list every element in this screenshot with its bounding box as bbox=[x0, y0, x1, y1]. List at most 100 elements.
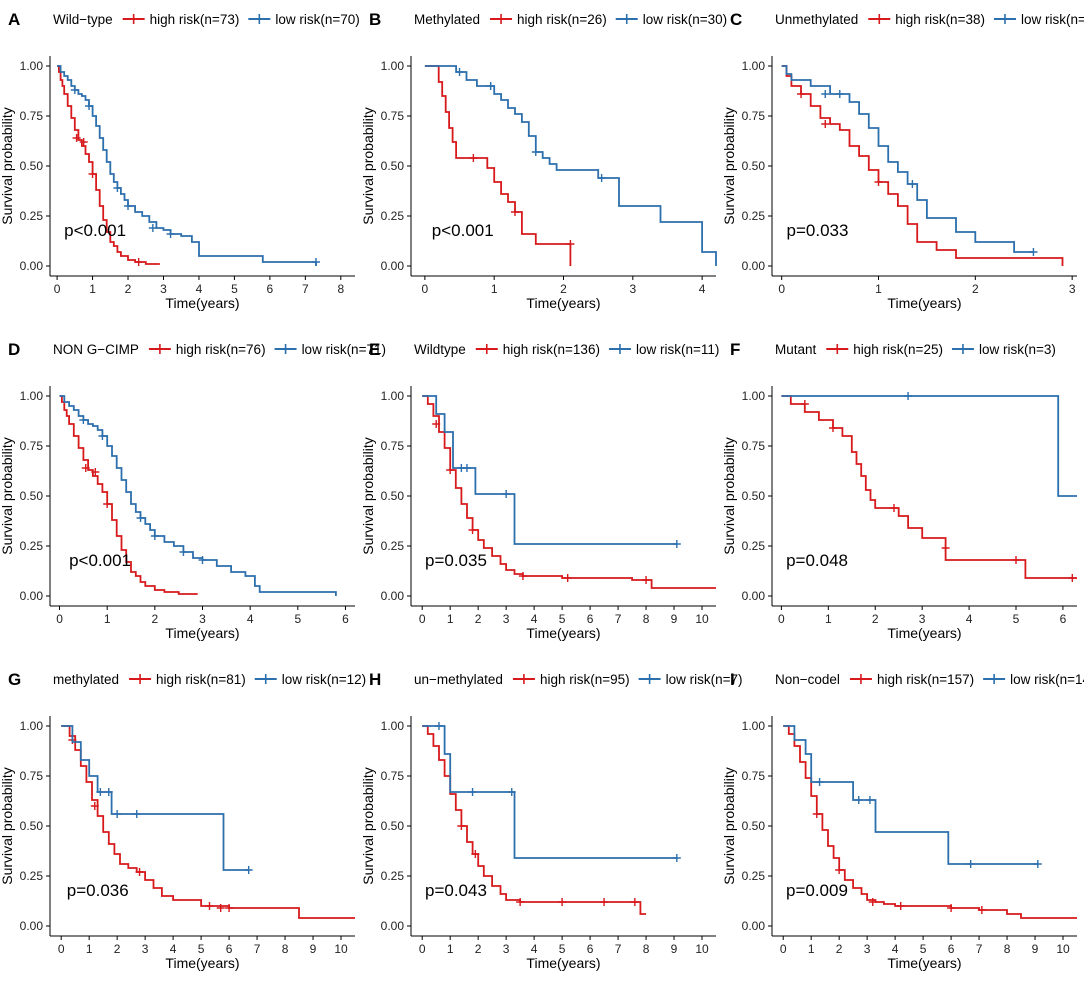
x-tick-label: 4 bbox=[699, 282, 706, 296]
x-tick-label: 2 bbox=[560, 282, 567, 296]
plot-area bbox=[781, 392, 1077, 582]
x-tick-label: 0 bbox=[54, 282, 61, 296]
x-tick-label: 8 bbox=[337, 282, 344, 296]
x-tick-label: 6 bbox=[226, 942, 233, 956]
p-value: p=0.043 bbox=[425, 881, 487, 900]
x-axis-title: Time(years) bbox=[887, 625, 961, 641]
x-tick-label: 8 bbox=[643, 612, 650, 626]
legend-label-1: low risk(n=7) bbox=[666, 672, 743, 687]
x-tick-label: 6 bbox=[587, 942, 594, 956]
censor-mark bbox=[70, 86, 79, 94]
censor-mark bbox=[150, 532, 159, 540]
y-tick-label: 0.00 bbox=[20, 259, 44, 273]
censor-mark bbox=[216, 904, 225, 912]
survival-curve-low-risk bbox=[781, 65, 1034, 253]
p-value: p=0.036 bbox=[67, 881, 129, 900]
km-panel-C: C Unmethylated high risk(n=38) low risk(n=2… bbox=[721, 10, 1084, 311]
x-tick-label: 3 bbox=[142, 942, 149, 956]
plot-area bbox=[783, 725, 1077, 919]
censor-mark bbox=[966, 860, 975, 868]
legend-label-1: low risk(n=11) bbox=[636, 342, 719, 357]
x-tick-label: 7 bbox=[615, 612, 622, 626]
y-tick-label: 0.50 bbox=[20, 159, 44, 173]
y-tick-label: 0.75 bbox=[381, 109, 405, 123]
km-panel-D: D NON G−CIMP high risk(n=76) low risk(n=71)… bbox=[0, 340, 386, 641]
x-axis-title: Time(years) bbox=[526, 295, 600, 311]
censor-mark bbox=[977, 906, 986, 914]
x-tick-label: 7 bbox=[302, 282, 309, 296]
x-tick-label: 1 bbox=[808, 942, 815, 956]
censor-mark bbox=[462, 464, 471, 472]
censor-mark bbox=[947, 904, 956, 912]
survival-curve-low-risk bbox=[424, 65, 717, 266]
x-tick-label: 6 bbox=[342, 612, 349, 626]
censor-mark bbox=[468, 788, 477, 796]
x-tick-label: 10 bbox=[334, 942, 348, 956]
y-tick-label: 0.25 bbox=[20, 209, 44, 223]
legend-label-0: high risk(n=157) bbox=[877, 672, 974, 687]
censor-mark bbox=[91, 468, 100, 476]
survival-curve-low-risk bbox=[61, 725, 249, 871]
censor-mark bbox=[434, 722, 443, 730]
x-tick-label: 1 bbox=[825, 612, 832, 626]
y-axis-title: Survival probability bbox=[0, 767, 15, 885]
x-tick-label: 2 bbox=[125, 282, 132, 296]
y-tick-label: 1.00 bbox=[381, 719, 405, 733]
x-tick-label: 0 bbox=[422, 282, 429, 296]
y-tick-label: 0.00 bbox=[742, 919, 766, 933]
km-panel-F: F Mutant high risk(n=25) low risk(n=3) 0.00 0… bbox=[721, 340, 1077, 641]
x-tick-label: 2 bbox=[475, 612, 482, 626]
x-tick-label: 4 bbox=[966, 612, 973, 626]
x-tick-label: 9 bbox=[671, 612, 678, 626]
legend-label-0: high risk(n=26) bbox=[517, 12, 607, 27]
x-tick-label: 9 bbox=[671, 942, 678, 956]
censor-mark bbox=[865, 796, 874, 804]
panel-letter: F bbox=[730, 340, 740, 359]
censor-mark bbox=[205, 902, 214, 910]
panel-letter: H bbox=[369, 670, 381, 689]
y-tick-label: 0.25 bbox=[742, 539, 766, 553]
x-tick-label: 0 bbox=[56, 612, 63, 626]
censor-mark bbox=[797, 90, 806, 98]
x-tick-label: 4 bbox=[531, 612, 538, 626]
x-tick-label: 6 bbox=[1060, 612, 1067, 626]
p-value: p<0.001 bbox=[432, 221, 494, 240]
panel-letter: D bbox=[8, 340, 20, 359]
panel-letter: E bbox=[369, 340, 380, 359]
legend-label-0: high risk(n=76) bbox=[176, 342, 266, 357]
x-tick-label: 4 bbox=[892, 942, 899, 956]
censor-mark bbox=[558, 898, 567, 906]
y-axis-title: Survival probability bbox=[0, 437, 15, 555]
survival-curve-high-risk bbox=[61, 725, 355, 919]
censor-mark bbox=[800, 400, 809, 408]
x-axis-title: Time(years) bbox=[526, 955, 600, 971]
x-tick-label: 5 bbox=[559, 612, 566, 626]
x-tick-label: 0 bbox=[780, 942, 787, 956]
censor-mark bbox=[103, 500, 112, 508]
km-panel-A: A Wild−type high risk(n=73) low risk(n=70) 0… bbox=[0, 10, 360, 311]
censor-mark bbox=[132, 810, 141, 818]
y-tick-label: 0.50 bbox=[20, 489, 44, 503]
y-tick-label: 1.00 bbox=[742, 59, 766, 73]
x-tick-label: 5 bbox=[920, 942, 927, 956]
x-tick-label: 2 bbox=[872, 612, 879, 626]
plot-area bbox=[781, 65, 1064, 266]
x-axis-title: Time(years) bbox=[165, 625, 239, 641]
censor-mark bbox=[835, 866, 844, 874]
censor-mark bbox=[88, 170, 97, 178]
survival-curve-high-risk bbox=[59, 395, 198, 595]
p-value: p<0.001 bbox=[69, 551, 131, 570]
x-tick-label: 5 bbox=[559, 942, 566, 956]
legend-label-1: low risk(n=12) bbox=[282, 672, 366, 687]
censor-mark bbox=[815, 778, 824, 786]
y-axis-title: Survival probability bbox=[721, 107, 737, 225]
censor-mark bbox=[563, 574, 572, 582]
censor-mark bbox=[516, 898, 525, 906]
panel-letter: I bbox=[730, 670, 735, 689]
legend-label-0: high risk(n=95) bbox=[540, 672, 630, 687]
censor-mark bbox=[148, 224, 157, 232]
y-tick-label: 0.50 bbox=[381, 819, 405, 833]
x-tick-label: 4 bbox=[531, 942, 538, 956]
censor-mark bbox=[135, 868, 144, 876]
